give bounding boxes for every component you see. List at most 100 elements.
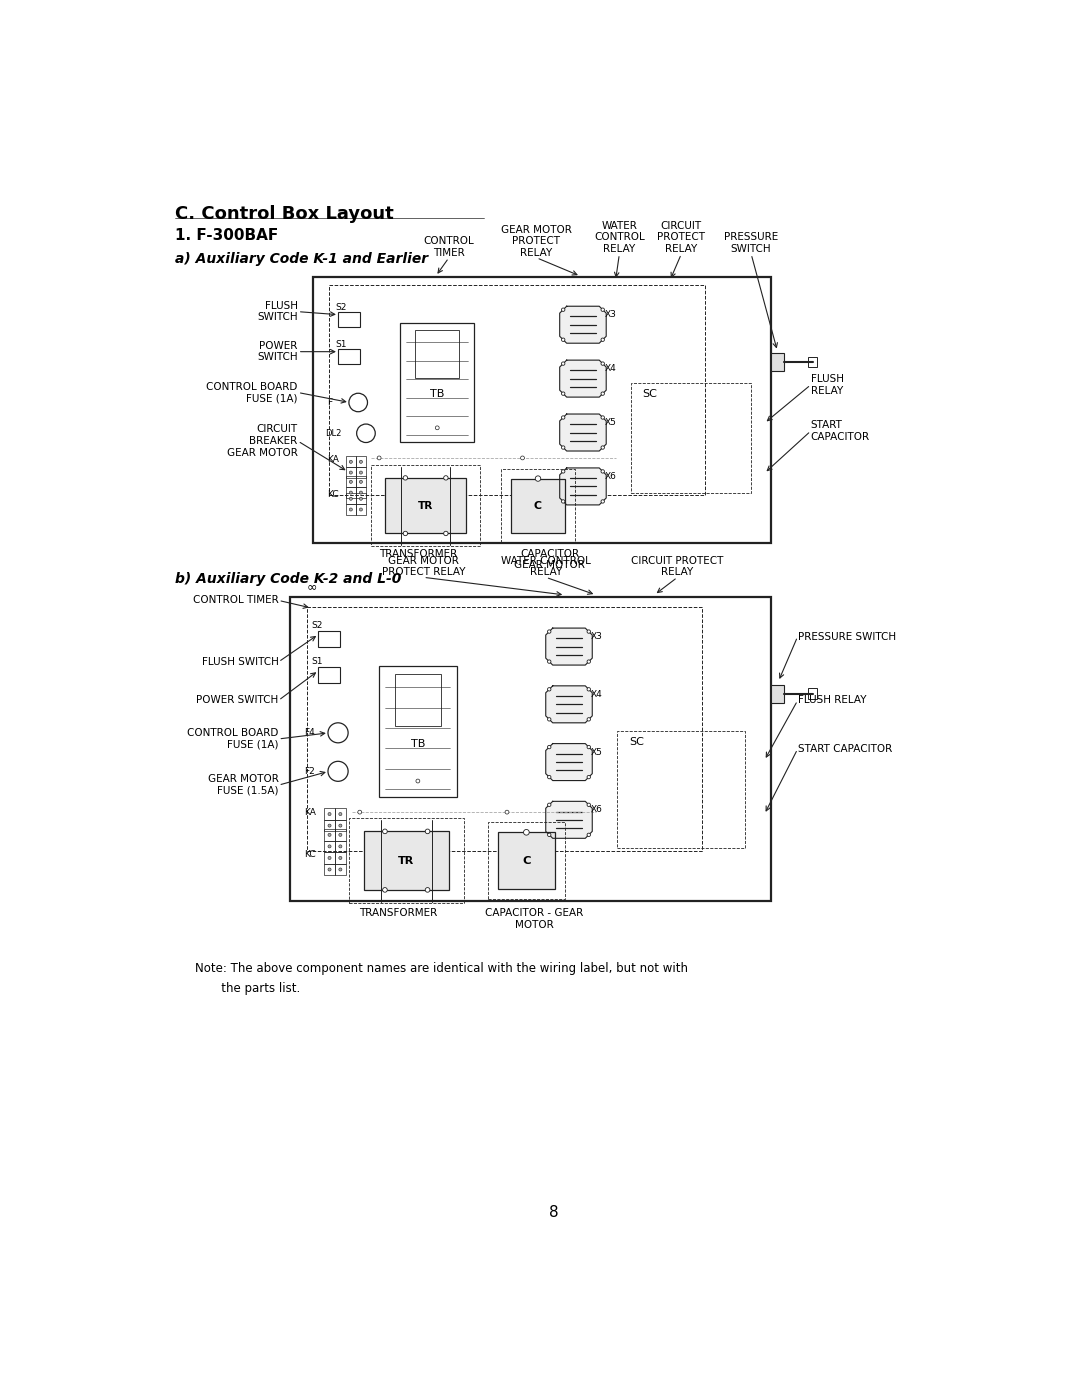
Circle shape (360, 490, 363, 495)
Circle shape (444, 531, 448, 535)
Bar (335, 828, 346, 841)
Circle shape (548, 775, 551, 778)
Circle shape (588, 833, 591, 837)
Bar (324, 828, 335, 841)
Text: FLUSH
RELAY: FLUSH RELAY (811, 374, 843, 395)
Bar (770, 353, 784, 372)
Circle shape (548, 746, 551, 749)
Circle shape (588, 630, 591, 633)
Text: CONTROL BOARD
FUSE (1A): CONTROL BOARD FUSE (1A) (206, 381, 298, 404)
Bar (335, 852, 346, 863)
Text: C. Control Box Layout: C. Control Box Layout (175, 205, 394, 224)
Text: X3: X3 (591, 631, 603, 641)
Bar (335, 809, 346, 820)
Text: X5: X5 (605, 418, 617, 427)
Text: F: F (327, 398, 333, 407)
Bar (338, 312, 360, 327)
Bar (313, 277, 770, 542)
Polygon shape (545, 743, 592, 781)
Circle shape (444, 476, 448, 481)
Text: SC: SC (643, 388, 658, 398)
Polygon shape (559, 306, 606, 344)
Bar (617, 731, 745, 848)
Circle shape (588, 687, 591, 692)
Circle shape (548, 718, 551, 721)
Text: START
CAPACITOR: START CAPACITOR (811, 420, 869, 441)
Bar (324, 809, 335, 820)
Bar (770, 685, 784, 703)
Text: CIRCUIT PROTECT
RELAY: CIRCUIT PROTECT RELAY (632, 556, 724, 577)
Text: CAPACITOR - GEAR
MOTOR: CAPACITOR - GEAR MOTOR (485, 908, 583, 930)
Bar (346, 488, 356, 497)
Text: KC: KC (327, 490, 339, 499)
Circle shape (360, 481, 363, 483)
Text: GEAR MOTOR
PROTECT RELAY: GEAR MOTOR PROTECT RELAY (381, 556, 465, 577)
Text: Note: The above component names are identical with the wiring label, but not wit: Note: The above component names are iden… (195, 963, 688, 975)
Text: X4: X4 (605, 365, 617, 373)
Text: PRESSURE
SWITCH: PRESSURE SWITCH (724, 232, 779, 254)
Circle shape (349, 490, 352, 495)
Circle shape (349, 471, 352, 474)
Text: b) Auxiliary Code K-2 and L-0: b) Auxiliary Code K-2 and L-0 (175, 571, 402, 585)
Circle shape (600, 307, 605, 312)
Circle shape (588, 746, 591, 749)
Polygon shape (545, 686, 592, 722)
Text: S2: S2 (335, 303, 347, 313)
Circle shape (349, 497, 352, 500)
Circle shape (349, 509, 352, 511)
Text: TRANSFORMER: TRANSFORMER (379, 549, 457, 559)
Circle shape (548, 687, 551, 692)
Circle shape (357, 810, 362, 814)
Bar (346, 493, 356, 504)
Text: X6: X6 (591, 805, 603, 814)
Polygon shape (559, 360, 606, 397)
Circle shape (382, 887, 388, 893)
Text: S1: S1 (312, 658, 323, 666)
Bar (379, 666, 457, 796)
Bar (488, 823, 565, 898)
Polygon shape (559, 414, 606, 451)
Bar (364, 831, 449, 890)
Bar (324, 820, 335, 831)
Text: S2: S2 (312, 622, 323, 630)
Circle shape (403, 531, 407, 535)
Circle shape (328, 813, 332, 816)
Text: S1: S1 (335, 341, 347, 349)
Text: PRESSURE SWITCH: PRESSURE SWITCH (798, 631, 895, 641)
Circle shape (562, 362, 565, 365)
Bar (291, 597, 770, 901)
Circle shape (548, 659, 551, 664)
Text: FLUSH RELAY: FLUSH RELAY (798, 696, 866, 705)
Circle shape (600, 393, 605, 395)
Bar (349, 819, 463, 902)
Text: TR: TR (418, 500, 433, 511)
Circle shape (328, 868, 332, 872)
Text: POWER SWITCH: POWER SWITCH (197, 696, 279, 705)
Bar (324, 863, 335, 876)
Bar (356, 488, 366, 497)
Circle shape (426, 887, 430, 893)
Circle shape (600, 446, 605, 450)
Circle shape (403, 476, 407, 481)
Bar (335, 863, 346, 876)
Bar (318, 631, 339, 647)
Text: C: C (522, 855, 530, 866)
Circle shape (377, 455, 381, 460)
Circle shape (562, 446, 565, 450)
Text: START CAPACITOR: START CAPACITOR (798, 745, 892, 754)
Bar (346, 504, 356, 515)
Bar (356, 493, 366, 504)
Circle shape (562, 338, 565, 341)
Bar (318, 668, 339, 683)
Circle shape (435, 426, 440, 430)
Text: DL2: DL2 (325, 429, 341, 437)
Circle shape (349, 481, 352, 483)
Circle shape (600, 416, 605, 419)
Circle shape (521, 455, 525, 460)
Text: WATER CONTROL
RELAY: WATER CONTROL RELAY (501, 556, 591, 577)
Bar (335, 841, 346, 852)
Circle shape (328, 845, 332, 848)
Circle shape (328, 833, 332, 837)
Polygon shape (559, 468, 606, 504)
Text: the parts list.: the parts list. (195, 982, 300, 995)
